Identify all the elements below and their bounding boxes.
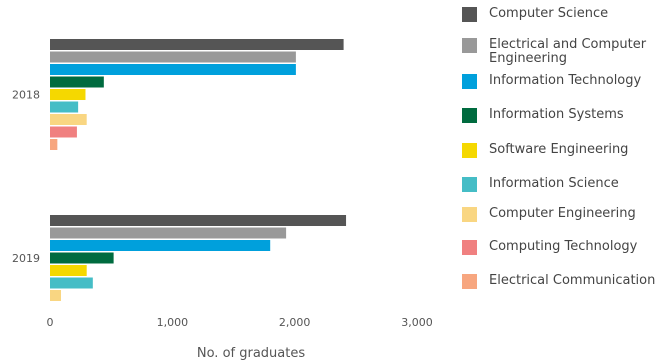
legend-item-5: Information Science: [462, 177, 664, 192]
x-tick-label-0: 0: [47, 316, 54, 329]
bar-2018-2: [50, 64, 296, 75]
legend-item-0: Computer Science: [462, 7, 664, 22]
legend-swatch: [462, 240, 477, 255]
bar-2019-0: [50, 215, 347, 226]
bar-2018-1: [50, 51, 296, 63]
legend-swatch: [462, 74, 477, 89]
legend-swatch: [462, 207, 477, 222]
bar-2019-1: [50, 227, 287, 239]
legend-label: Computer Science: [489, 6, 609, 21]
legend-item-6: Computer Engineering: [462, 207, 664, 222]
legend-item-8: Electrical Communication: [462, 274, 664, 289]
bar-2018-0: [50, 39, 344, 50]
legend-item-7: Computing Technology: [462, 240, 664, 255]
legend-swatch: [462, 7, 477, 22]
bar-2018-3: [50, 76, 104, 88]
legend-label: Computer Engineering: [489, 206, 636, 221]
category-label-2019: 2019: [12, 252, 40, 265]
legend-label: Electrical Communication: [489, 273, 656, 288]
legend-swatch: [462, 108, 477, 123]
legend-swatch: [462, 143, 477, 158]
legend-label: Computing Technology: [489, 239, 638, 254]
category-label-2018: 2018: [12, 88, 40, 101]
legend-label: Information Technology: [489, 73, 642, 88]
bars-layer: [50, 39, 347, 301]
bar-2019-4: [50, 265, 87, 276]
bar-2018-8: [50, 139, 58, 150]
x-tick-label-2: 2,000: [279, 316, 311, 329]
legend-item-2: Information Technology: [462, 74, 664, 89]
legend-item-4: Software Engineering: [462, 143, 664, 158]
bar-2019-2: [50, 240, 271, 251]
x-tick-label-1: 1,000: [157, 316, 189, 329]
legend-swatch: [462, 274, 477, 289]
x-axis: 0 1,000 2,000 3,000: [47, 316, 433, 329]
bar-2019-6: [50, 290, 62, 301]
bar-2018-7: [50, 126, 77, 138]
x-tick-label-3: 3,000: [401, 316, 433, 329]
legend-swatch: [462, 38, 477, 53]
legend-item-3: Information Systems: [462, 108, 664, 123]
x-axis-title: No. of graduates: [197, 346, 305, 361]
bar-2018-4: [50, 89, 86, 100]
bar-2018-6: [50, 114, 87, 125]
bar-2019-3: [50, 252, 114, 264]
legend-label: Software Engineering: [489, 142, 629, 157]
legend-swatch: [462, 177, 477, 192]
bar-2018-5: [50, 101, 79, 113]
legend-label: Information Systems: [489, 107, 624, 122]
category-labels: 2018 2019: [12, 88, 40, 265]
bar-2019-5: [50, 277, 93, 289]
legend-label: Information Science: [489, 176, 619, 191]
legend-label: Electrical and Computer Engineering: [489, 37, 647, 66]
legend-item-1: Electrical and Computer Engineering: [462, 38, 664, 66]
